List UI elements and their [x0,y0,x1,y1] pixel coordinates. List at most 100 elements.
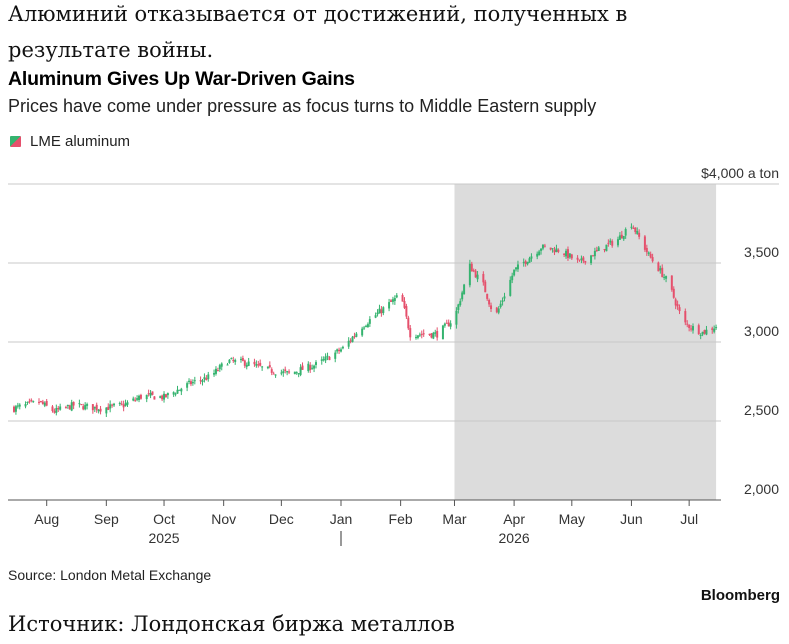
candle-body [663,276,666,278]
candle-body [563,253,566,256]
y-tick-label: $4,000 a ton [701,165,779,181]
candle-body [686,323,689,325]
candle-body [428,333,431,335]
candle-body [355,333,358,337]
candle-body [30,399,33,402]
y-tick-label: 3,000 [744,323,779,339]
candle-body [138,395,141,400]
candle-body [443,323,446,326]
candle-body [286,371,289,373]
candle-body [314,362,317,365]
candle-body [272,373,275,375]
candle-body [95,404,98,411]
candle-body [205,378,208,381]
candle-body [280,372,283,374]
candle-body [713,328,716,332]
russian-title-line-2: результате войны. [8,38,214,62]
candle-body [609,240,612,243]
candle-body [511,275,514,281]
x-tick-label: Jul [680,511,698,527]
candle-body [476,274,479,280]
candle-body [365,325,367,327]
candle-body [347,340,350,347]
x-tick-label: Jun [620,511,643,527]
candle-body [268,365,271,368]
candle-body [176,389,179,394]
candle-body [199,380,202,382]
candle-body [524,261,527,264]
chart-title: Aluminum Gives Up War-Driven Gains [8,68,355,90]
candle-body [501,300,504,302]
candle-body [97,409,100,412]
candle-body [636,231,639,234]
candle-body [622,236,625,240]
candle-body [353,336,356,338]
candle-body [26,401,29,403]
candle-body [311,367,314,369]
candle-body [447,322,450,327]
candle-body [416,335,419,338]
candle-body [684,311,687,323]
candle-body [339,349,342,352]
candle-body [495,307,498,313]
candle-body [57,407,60,410]
candle-body [395,295,398,298]
candle-body [41,401,44,404]
candle-body [555,248,558,253]
candle-body [361,328,364,336]
candle-body [688,324,691,328]
candle-body [503,296,506,299]
candle-body [284,369,287,372]
year-label: 2026 [499,530,530,546]
candle-body [336,349,339,352]
candle-body [257,364,260,366]
candle-body [78,403,81,405]
candle-body [232,360,235,362]
x-tick-label: Nov [211,511,236,527]
candle-body [391,299,394,302]
candle-body [326,355,329,357]
candle-body [93,406,96,409]
y-tick-label: 2,500 [744,402,779,418]
candle-body [578,259,581,261]
candle-body [70,402,73,411]
candle-body [91,404,94,411]
candle-body [711,328,714,330]
candle-body [159,396,162,398]
candle-body [543,245,546,247]
candle-body [161,395,164,400]
candle-body [605,244,608,252]
candle-body [180,388,183,392]
candle-body [349,340,352,342]
legend-label: LME aluminum [30,133,131,150]
candle-body [163,393,166,400]
candle-body [455,310,458,325]
candle-body [261,366,264,368]
candle-body [299,367,302,375]
candle-body [38,401,41,403]
x-tick-label: Apr [503,511,525,527]
x-tick-label: Jan [330,511,353,527]
candle-body [388,302,391,309]
candle-body [274,374,277,376]
candle-body [607,242,610,244]
candle-body [109,404,112,409]
candle-body [105,407,108,414]
candle-body [690,328,693,330]
candle-body [16,405,19,407]
candle-body [597,247,600,251]
candle-body [634,227,637,233]
candle-body [449,323,452,327]
candle-body [697,325,700,335]
candle-body [82,406,85,410]
candle-body [441,325,444,340]
candle-body [470,263,473,272]
candle-body [111,404,114,406]
x-tick-label: Sep [94,511,119,527]
candle-body [380,309,383,314]
candle-body [565,250,568,257]
candle-body [407,317,410,329]
candle-body [320,359,323,361]
candle-body [307,363,310,372]
candle-body [422,333,425,335]
